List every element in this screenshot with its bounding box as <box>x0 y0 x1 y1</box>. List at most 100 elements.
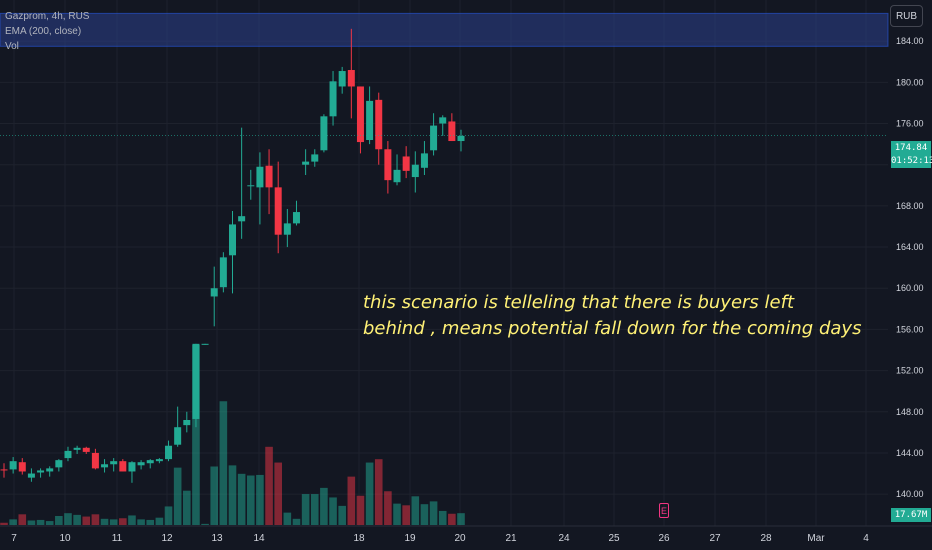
symbol-label[interactable]: Gazprom, 4h, RUS <box>5 11 90 22</box>
candle-body[interactable] <box>302 161 310 165</box>
candle-body[interactable] <box>210 288 218 297</box>
volume-bar <box>393 503 401 525</box>
volume-indicator-label[interactable]: Vol <box>5 41 19 52</box>
candle-body[interactable] <box>146 460 154 464</box>
candle-body[interactable] <box>101 464 109 468</box>
candle-body[interactable] <box>320 116 328 151</box>
earnings-event-icon[interactable]: E <box>659 503 669 518</box>
candle-body[interactable] <box>375 99 383 150</box>
time-axis: 7 10 11 12 13 14 18 19 20 21 24 25 26 27 28 Mar 4 <box>0 525 932 544</box>
volume-bar <box>338 505 346 525</box>
candle-body[interactable] <box>347 70 355 87</box>
volume-bar <box>201 523 209 525</box>
candle-body[interactable] <box>27 473 35 478</box>
price-tick-label: 152.00 <box>896 366 924 376</box>
volume-bar <box>100 518 109 525</box>
candle-body[interactable] <box>9 461 17 470</box>
candle-body[interactable] <box>402 156 410 171</box>
candle-body[interactable] <box>439 117 447 124</box>
currency-button[interactable]: RUB <box>890 5 923 27</box>
time-tick-label: 10 <box>59 533 71 544</box>
price-tick-label: 156.00 <box>896 324 924 334</box>
candle-body[interactable] <box>91 452 99 469</box>
candle-body[interactable] <box>18 462 26 472</box>
candle-body[interactable] <box>155 459 163 462</box>
volume-bar <box>411 496 420 525</box>
candle-body[interactable] <box>229 224 236 256</box>
candle-body[interactable] <box>256 166 264 188</box>
candle-body[interactable] <box>265 165 273 188</box>
time-tick-label: 27 <box>709 533 721 544</box>
price-tick-label: 180.00 <box>896 77 924 87</box>
candle-body[interactable] <box>37 470 45 473</box>
candle-body[interactable] <box>55 460 63 468</box>
volume-bar <box>9 519 17 525</box>
candle-body[interactable] <box>46 468 54 472</box>
candle-body[interactable] <box>110 461 118 465</box>
volume-bar <box>64 513 72 525</box>
candle-body[interactable] <box>393 169 401 183</box>
volume-bar <box>329 497 337 525</box>
candle-body[interactable] <box>82 447 90 452</box>
candle-body[interactable] <box>356 86 364 143</box>
candle-body[interactable] <box>119 461 127 472</box>
volume-bar <box>137 519 145 525</box>
price-tick-label: 184.00 <box>896 36 924 46</box>
time-tick-label: 7 <box>11 533 17 544</box>
ema-indicator-label[interactable]: EMA (200, close) <box>5 26 82 37</box>
volume-bar <box>292 518 301 525</box>
volume-value-tag: 17.67M <box>891 508 931 522</box>
volume-bar <box>164 506 173 525</box>
candle-body[interactable] <box>274 187 282 235</box>
candle-body[interactable] <box>247 185 255 187</box>
volume-bar <box>283 512 292 525</box>
volume-bar <box>256 474 264 525</box>
volume-bar <box>365 462 374 525</box>
volume-bar <box>448 513 456 525</box>
candle-body[interactable] <box>283 223 291 235</box>
candle-body[interactable] <box>0 469 8 471</box>
volume-bar <box>438 510 447 525</box>
candle-body[interactable] <box>448 121 456 142</box>
candle-body[interactable] <box>137 462 145 466</box>
candle-body[interactable] <box>420 153 428 168</box>
volume-bar <box>237 473 246 525</box>
volume-bar <box>219 401 228 525</box>
time-tick-label: 26 <box>658 533 670 544</box>
volume-bar <box>246 475 255 525</box>
candle-body[interactable] <box>64 450 72 459</box>
chart-annotation[interactable]: this scenario is telleling that there is… <box>363 290 861 342</box>
candle-body[interactable] <box>329 81 337 117</box>
volume-bar <box>119 518 127 525</box>
candle-body[interactable] <box>183 420 191 426</box>
volume-bars <box>0 345 465 525</box>
candle-body[interactable] <box>192 343 200 419</box>
candle-body[interactable] <box>430 125 438 151</box>
price-tick-label: 160.00 <box>896 283 924 293</box>
candle-body[interactable] <box>292 212 300 224</box>
resistance-zone[interactable] <box>0 12 889 47</box>
volume-bar <box>420 504 429 525</box>
volume-bar <box>356 495 365 525</box>
time-tick-label: 24 <box>558 533 570 544</box>
volume-bar <box>310 494 319 525</box>
candle-body[interactable] <box>384 149 392 181</box>
volume-bar <box>347 476 356 525</box>
candle-body[interactable] <box>311 154 319 162</box>
candle-body[interactable] <box>366 100 374 140</box>
candle-body[interactable] <box>201 343 209 345</box>
candle-body[interactable] <box>219 257 227 288</box>
time-tick-label: 19 <box>404 533 416 544</box>
candle-body[interactable] <box>165 445 173 460</box>
volume-bar <box>155 517 164 525</box>
time-tick-label: 14 <box>253 533 265 544</box>
candle-body[interactable] <box>174 427 182 445</box>
candle-body[interactable] <box>457 135 465 142</box>
volume-bar <box>274 462 282 525</box>
candle-body[interactable] <box>338 71 346 87</box>
candle-body[interactable] <box>411 164 419 178</box>
candle-body[interactable] <box>73 447 81 450</box>
candle-body[interactable] <box>128 462 136 472</box>
candle-body[interactable] <box>238 216 246 222</box>
